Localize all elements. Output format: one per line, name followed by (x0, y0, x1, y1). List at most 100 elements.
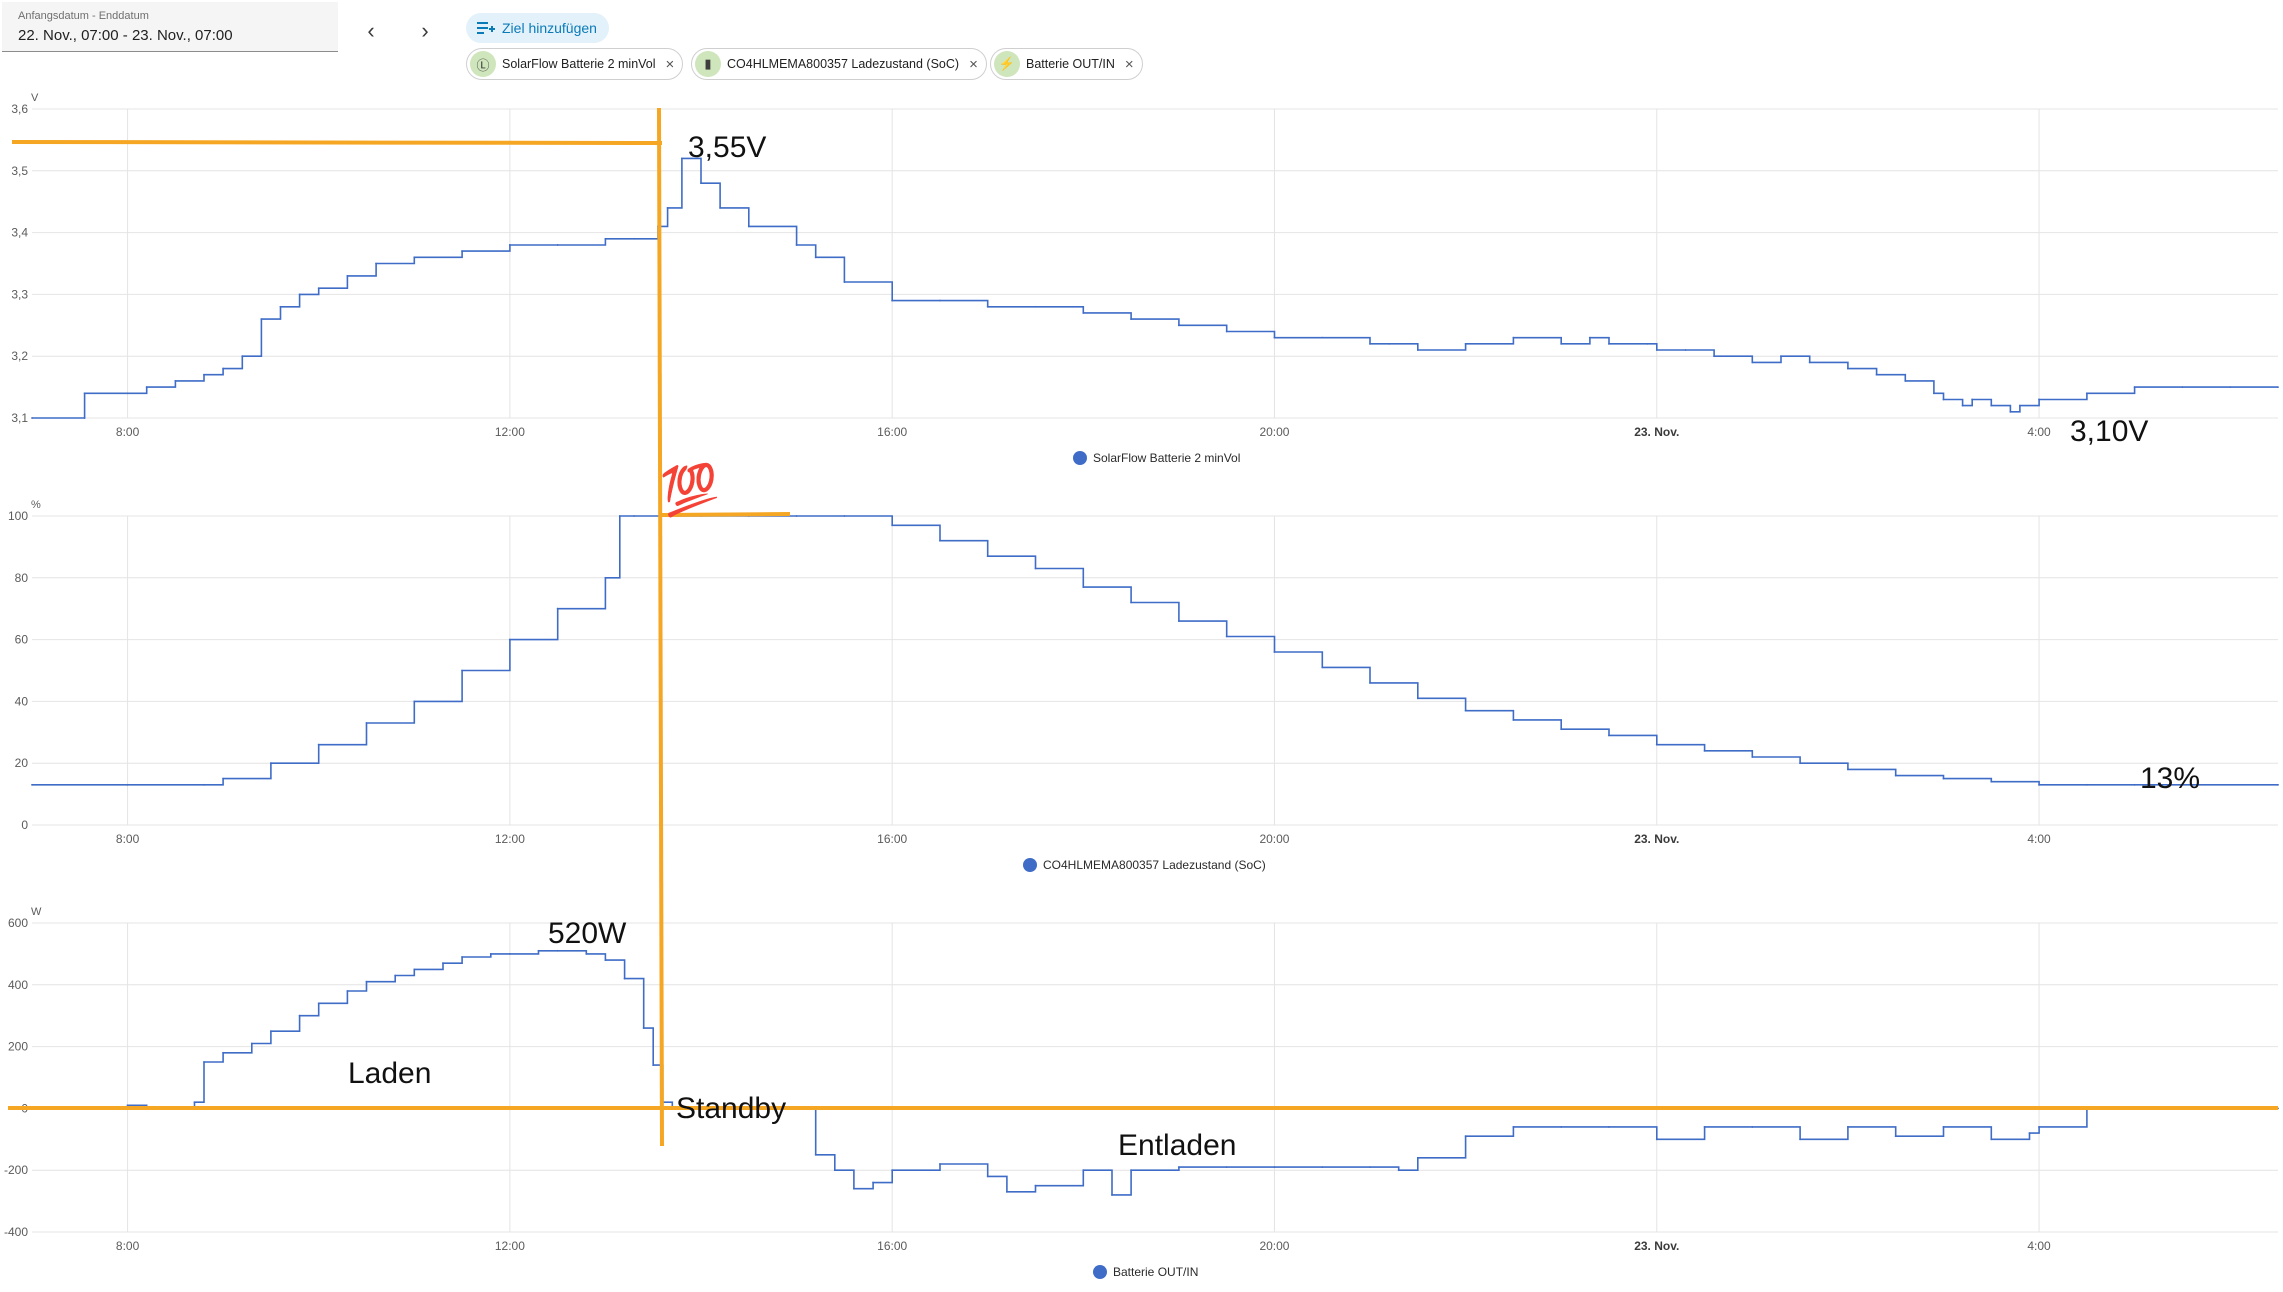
y-tick-label: -400 (4, 1225, 28, 1239)
data-point (833, 1169, 836, 1172)
next-period-button[interactable]: › (408, 14, 442, 48)
date-range-value: 22. Nov., 07:00 - 23. Nov., 07:00 (18, 27, 233, 44)
data-point (604, 959, 607, 961)
data-point (1369, 1166, 1371, 1169)
close-icon[interactable]: × (969, 55, 978, 73)
data-point (1703, 749, 1706, 752)
add-target-button[interactable]: Ziel hinzufügen (466, 13, 609, 43)
x-tick-label: 20:00 (1259, 1239, 1289, 1253)
x-tick-label: 16:00 (877, 1239, 907, 1253)
data-point (2229, 386, 2232, 388)
data-point (1904, 380, 1907, 382)
data-point (2038, 1126, 2040, 1128)
x-tick-label: 20:00 (1259, 425, 1289, 439)
data-point (556, 244, 559, 246)
data-point (31, 417, 33, 419)
target-chip-label: Batterie OUT/IN (1026, 57, 1115, 71)
data-point (83, 417, 86, 419)
previous-period-button[interactable]: ‹ (354, 14, 388, 48)
x-tick-label: 23. Nov. (1634, 1239, 1679, 1253)
data-point (681, 157, 683, 160)
data-point (556, 607, 559, 610)
chevron-left-icon: ‹ (367, 18, 375, 43)
legend-item: SolarFlow Batterie 2 minVol (1073, 451, 1240, 465)
y-tick-label: 3,5 (11, 164, 28, 178)
data-point (986, 305, 989, 308)
date-range-picker[interactable]: Anfangsdatum - Enddatum 22. Nov., 07:00 … (2, 2, 338, 52)
y-tick-label: 60 (15, 633, 29, 647)
target-chip-power[interactable]: ⚡ Batterie OUT/IN × (990, 48, 1143, 80)
data-point (843, 515, 846, 517)
x-tick-label: 12:00 (495, 1239, 525, 1253)
data-point (31, 783, 33, 786)
data-point (126, 1104, 129, 1107)
y-tick-label: 80 (15, 571, 29, 585)
data-point (126, 392, 129, 395)
data-point (633, 237, 636, 240)
data-point (317, 1002, 320, 1005)
data-point (1225, 1166, 1228, 1169)
data-point (1990, 404, 1993, 407)
data-point (747, 225, 750, 228)
close-icon[interactable]: × (1124, 55, 1134, 73)
data-point (1225, 330, 1228, 333)
data-point (1369, 342, 1371, 345)
data-point (1177, 324, 1180, 327)
peak-voltage-marker (11, 140, 663, 145)
y-tick-label: 0 (21, 818, 28, 832)
data-point (461, 250, 463, 253)
data-point (1388, 342, 1391, 345)
series-line (32, 157, 2278, 419)
data-point (1751, 756, 1754, 758)
chart-panel-1: 3,1 3,2 3,3 3,4 3,5 3,6 8:00 12:00 16:00 20:00 23.… (11, 92, 2279, 465)
target-chip-label: SolarFlow Batterie 2 minVol (502, 57, 656, 71)
data-point (604, 576, 607, 579)
data-point (1971, 398, 1974, 401)
data-point (1751, 1126, 1754, 1128)
data-point (1990, 1138, 1993, 1141)
data-point (442, 962, 444, 965)
data-point (1512, 1126, 1515, 1128)
data-point (279, 305, 282, 308)
data-point (939, 539, 941, 542)
target-chip-solarflow[interactable]: Ⓛ SolarFlow Batterie 2 minVol × (466, 48, 684, 80)
data-point (365, 722, 368, 724)
data-point (413, 700, 416, 703)
y-tick-label: 3,3 (11, 287, 28, 301)
close-icon[interactable]: × (665, 55, 675, 73)
data-point (1464, 709, 1467, 712)
data-point (1273, 1166, 1276, 1169)
data-point (250, 1042, 253, 1045)
data-point (843, 281, 846, 283)
lightning-icon: ⚡ (994, 51, 1020, 77)
data-point (2085, 392, 2088, 395)
x-tick-label: 12:00 (495, 832, 525, 846)
data-point (1961, 404, 1964, 407)
data-point (346, 990, 349, 992)
voltmeter-icon: Ⓛ (470, 51, 496, 77)
data-point (2038, 398, 2040, 401)
data-point (604, 237, 607, 240)
data-point (145, 386, 148, 388)
data-point (1799, 1138, 1802, 1141)
annotation-max-power: 520W (548, 917, 627, 950)
data-point (1847, 367, 1849, 370)
target-chip-soc[interactable]: ▮ CO4HLMEMA800357 Ladezustand (SoC) × (691, 48, 987, 80)
data-point (642, 1027, 645, 1029)
legend-swatch (1073, 451, 1087, 465)
data-point (1780, 355, 1782, 358)
y-axis-unit: W (31, 906, 42, 918)
x-tick-label: 4:00 (2027, 1239, 2051, 1253)
data-point (719, 206, 722, 209)
data-point (508, 638, 511, 641)
data-point (83, 392, 86, 395)
full-charge-marker (661, 512, 791, 517)
data-point (1130, 601, 1133, 604)
data-point (260, 318, 263, 321)
data-point (1130, 318, 1133, 321)
data-point (1177, 1166, 1180, 1169)
data-point (1646, 342, 1649, 345)
data-point (1560, 1126, 1563, 1128)
data-point (1751, 361, 1754, 364)
data-point (795, 244, 798, 246)
